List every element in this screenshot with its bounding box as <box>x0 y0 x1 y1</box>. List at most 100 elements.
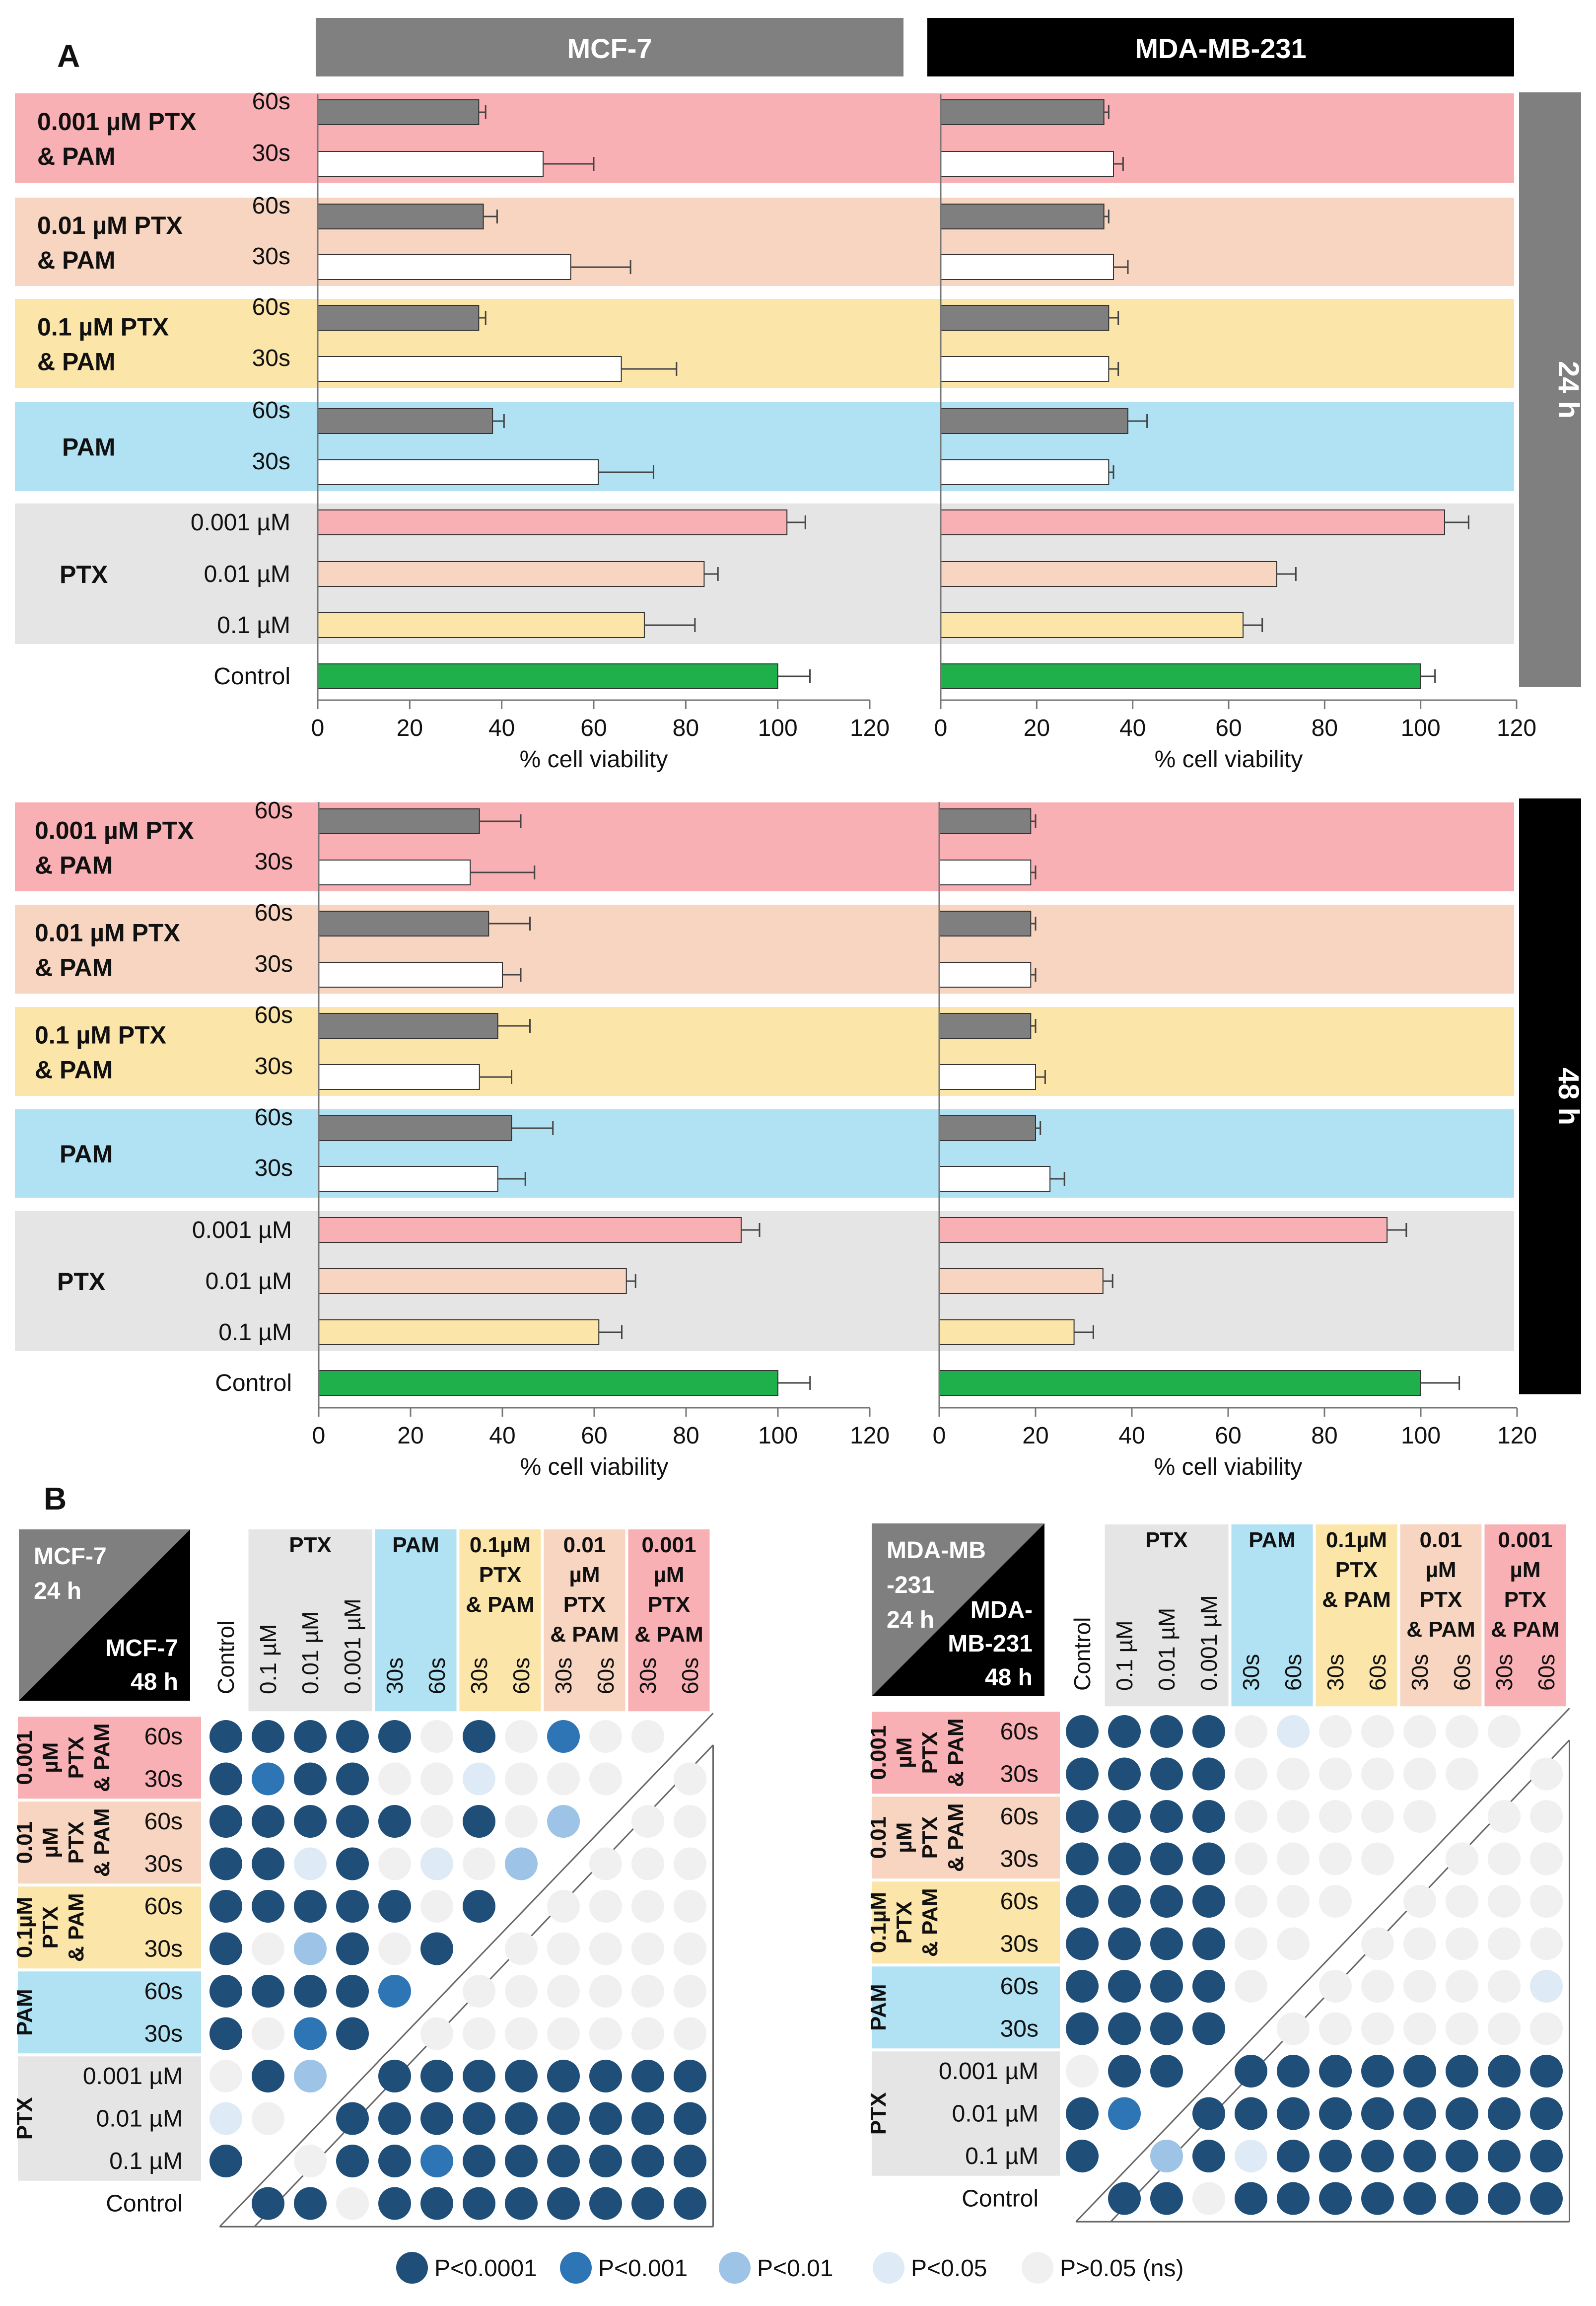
significance-dot <box>1488 1927 1521 1960</box>
bar <box>940 408 1128 434</box>
legend-dot <box>1022 2252 1053 2284</box>
x-tick-label: 40 <box>1119 715 1146 741</box>
significance-dot <box>589 1762 622 1796</box>
row-label: Control <box>215 1370 292 1396</box>
row-group-label: 0.1µM <box>866 1892 891 1953</box>
significance-dot <box>1403 2140 1436 2172</box>
column-label: 30s <box>382 1657 408 1694</box>
column-group-label: PTX <box>648 1592 691 1617</box>
column-label: 0.01 µM <box>1154 1608 1180 1691</box>
group-label: 0.1 µM PTX <box>37 313 169 341</box>
significance-dot <box>547 1890 580 1923</box>
significance-dot <box>1530 2140 1563 2172</box>
x-tick-label: 100 <box>758 1423 798 1449</box>
significance-dot <box>1150 1842 1183 1875</box>
column-label: 30s <box>1491 1654 1517 1691</box>
row-label: 0.001 µM <box>939 2058 1039 2085</box>
significance-dot <box>674 1975 706 2008</box>
row-label: 60s <box>255 1002 293 1028</box>
x-tick-label: 100 <box>758 715 798 741</box>
significance-dot <box>1403 1927 1436 1960</box>
row-group-label: µM <box>38 1827 63 1858</box>
significance-dot <box>252 2060 284 2092</box>
row-label: 0.1 µM <box>217 612 290 639</box>
significance-dot <box>1488 1885 1521 1918</box>
column-group-header <box>628 1529 710 1712</box>
column-group-label: µM <box>653 1563 684 1587</box>
row-group-label: 0.01 <box>866 1816 891 1859</box>
bar <box>939 808 1032 834</box>
bar <box>317 305 480 331</box>
bar <box>318 962 503 988</box>
column-group-header <box>1316 1524 1397 1707</box>
group-band <box>938 905 1514 994</box>
bar <box>317 151 544 177</box>
column-label: 30s <box>1407 1654 1433 1691</box>
bar <box>939 1115 1036 1141</box>
column-group-label: & PAM <box>1491 1617 1560 1642</box>
significance-dot <box>1192 1842 1225 1875</box>
significance-dot <box>1403 1800 1436 1833</box>
bar <box>317 459 599 485</box>
significance-dot <box>209 1847 242 1880</box>
significance-dot <box>1403 1970 1436 2003</box>
significance-dot <box>631 1847 664 1880</box>
group-label: & PAM <box>37 246 115 274</box>
column-label: 0.001 µM <box>1196 1595 1222 1691</box>
x-axis-title: % cell viability <box>1154 1454 1303 1480</box>
row-group-label: & PAM <box>64 1893 88 1962</box>
row-label: 0.001 µM <box>83 2063 183 2090</box>
corner-lower-triangle <box>872 1523 1044 1696</box>
column-label: 60s <box>424 1657 450 1694</box>
significance-dot <box>1361 1715 1394 1748</box>
significance-dot <box>1108 1842 1141 1875</box>
x-tick-label: 80 <box>1312 715 1338 741</box>
significance-dot <box>1108 2055 1141 2088</box>
significance-dot <box>1235 1757 1267 1791</box>
significance-dot <box>1361 2140 1394 2172</box>
significance-dot <box>1150 1715 1183 1748</box>
significance-dot <box>1403 1715 1436 1748</box>
significance-dot <box>378 1932 411 1965</box>
significance-dot <box>1319 1842 1352 1875</box>
column-group-label: & PAM <box>466 1592 535 1617</box>
significance-dot <box>1319 1885 1352 1918</box>
header-mcf7-box <box>316 18 903 76</box>
x-tick-label: 20 <box>1022 1423 1048 1449</box>
significance-dot <box>1277 1715 1310 1748</box>
column-group-header <box>459 1529 541 1712</box>
bar <box>940 99 1105 125</box>
significance-dot <box>631 1890 664 1923</box>
significance-dot <box>463 1890 495 1923</box>
column-label: 60s <box>677 1657 703 1694</box>
row-label: 0.01 µM <box>952 2101 1039 2127</box>
corner-lower-label: MDA- <box>971 1597 1033 1623</box>
row-label: 0.01 µM <box>96 2106 183 2132</box>
x-tick-label: 40 <box>1118 1423 1145 1449</box>
significance-dot <box>1446 1885 1478 1918</box>
significance-dot <box>1488 1715 1521 1748</box>
significance-dot <box>589 1847 622 1880</box>
significance-dot <box>336 2102 369 2135</box>
significance-dot <box>1277 2097 1310 2130</box>
row-group-label: & PAM <box>90 1723 114 1792</box>
significance-dot <box>674 1890 706 1923</box>
column-group-label: µM <box>1425 1558 1456 1582</box>
row-group-label: 0.001 <box>12 1730 37 1785</box>
significance-dot <box>589 1720 622 1753</box>
significance-dot <box>505 2145 538 2177</box>
column-label: 0.01 µM <box>297 1611 323 1694</box>
bar <box>939 1013 1032 1039</box>
group-label: PTX <box>57 1268 105 1296</box>
row-group-label: PTX <box>64 1821 88 1864</box>
bar <box>939 860 1032 885</box>
significance-dot <box>631 1805 664 1838</box>
group-label: PTX <box>60 561 108 588</box>
significance-dot <box>1319 2097 1352 2130</box>
significance-dot <box>463 2102 495 2135</box>
significance-dot <box>463 1847 495 1880</box>
column-label: 60s <box>1365 1654 1390 1691</box>
significance-dot <box>420 1805 453 1838</box>
significance-dot <box>1192 2097 1225 2130</box>
bar <box>318 1013 498 1039</box>
